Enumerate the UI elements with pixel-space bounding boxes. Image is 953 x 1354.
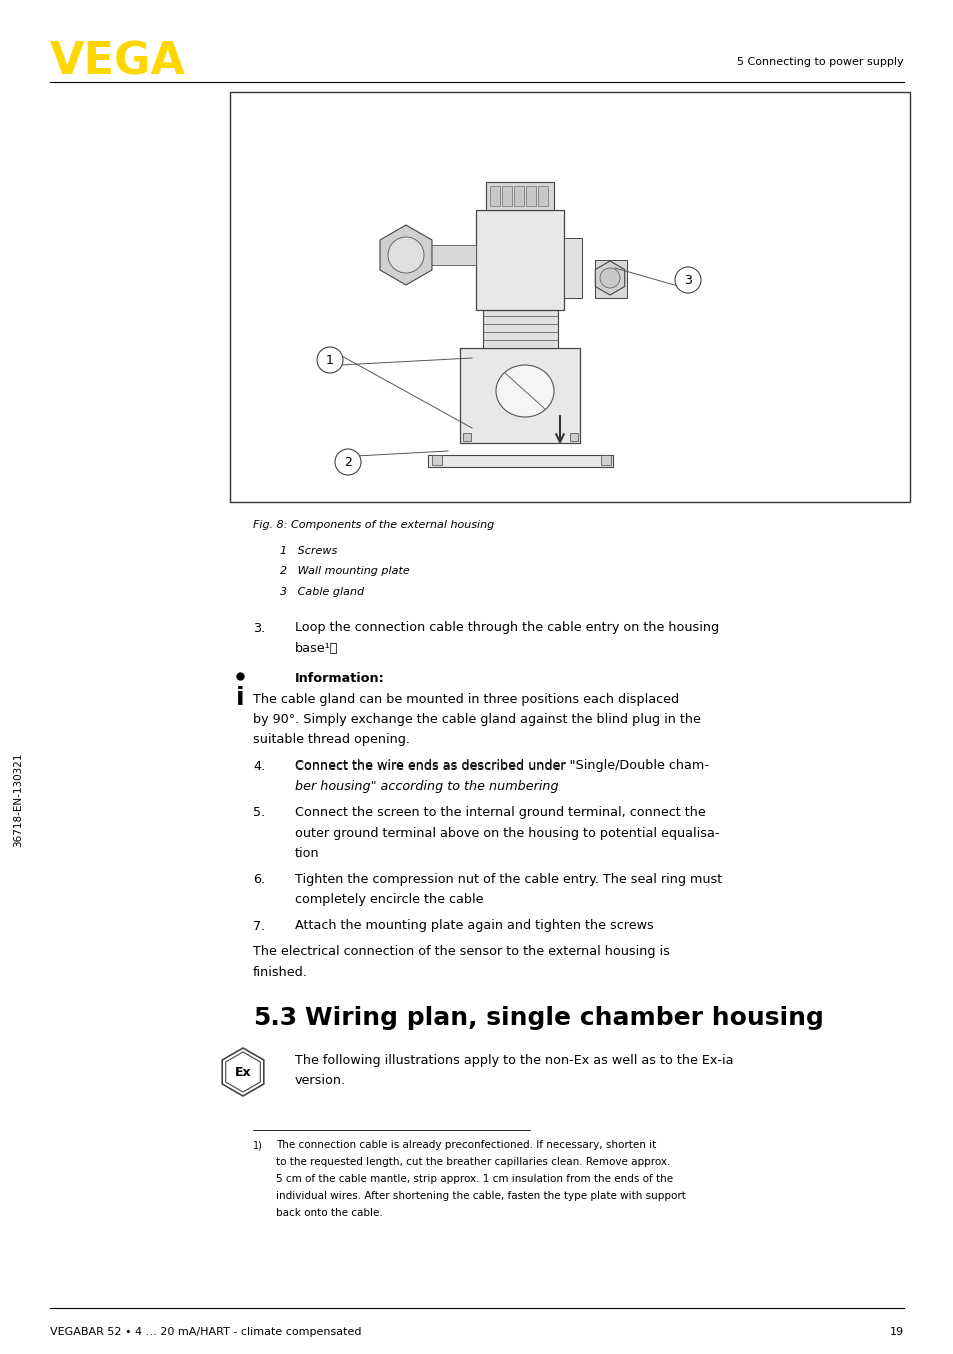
Text: 5.: 5. [253, 806, 265, 819]
Circle shape [675, 267, 700, 292]
Text: Fig. 8: Components of the external housing: Fig. 8: Components of the external housi… [253, 520, 494, 529]
Bar [459, 348, 579, 443]
Bar [514, 185, 523, 206]
Text: The connection cable is already preconfectioned. If necessary, shorten it: The connection cable is already preconfe… [275, 1140, 656, 1150]
Bar [428, 455, 613, 467]
Text: The electrical connection of the sensor to the external housing is: The electrical connection of the sensor … [253, 945, 669, 959]
Bar [462, 433, 471, 441]
Text: 3.: 3. [253, 621, 265, 635]
Polygon shape [379, 225, 432, 284]
Text: Ex: Ex [234, 1066, 251, 1079]
Text: i: i [235, 686, 244, 709]
Text: 1): 1) [253, 1140, 263, 1150]
Text: The following illustrations apply to the non-Ex as well as to the Ex-ia: The following illustrations apply to the… [294, 1053, 733, 1067]
Text: base¹⧠: base¹⧠ [294, 642, 338, 655]
Text: Connect the wire ends as described under "Single/Double cham-: Connect the wire ends as described under… [294, 760, 708, 773]
Bar [482, 310, 558, 348]
Circle shape [316, 347, 343, 372]
Bar [525, 185, 536, 206]
Text: Loop the connection cable through the cable entry on the housing: Loop the connection cable through the ca… [294, 621, 719, 635]
Polygon shape [595, 261, 624, 295]
Text: 5.3: 5.3 [253, 1006, 296, 1030]
Text: 4.: 4. [253, 760, 265, 773]
Text: 1   Screws: 1 Screws [280, 546, 337, 556]
Text: 6.: 6. [253, 873, 265, 886]
Bar [569, 433, 578, 441]
Text: 36718-EN-130321: 36718-EN-130321 [13, 753, 23, 848]
Text: tion: tion [294, 848, 319, 860]
Text: back onto the cable.: back onto the cable. [275, 1208, 382, 1219]
Bar [431, 245, 476, 265]
Circle shape [335, 450, 360, 475]
Text: ber housing" according to the numbering: ber housing" according to the numbering [294, 780, 558, 793]
Text: 2   Wall mounting plate: 2 Wall mounting plate [280, 566, 410, 577]
Bar [537, 185, 547, 206]
Bar [501, 185, 512, 206]
Text: suitable thread opening.: suitable thread opening. [253, 734, 410, 746]
Text: Information:: Information: [294, 672, 384, 685]
Ellipse shape [496, 366, 554, 417]
Bar [230, 92, 909, 502]
Circle shape [599, 268, 619, 288]
Bar [476, 210, 563, 310]
Circle shape [388, 237, 423, 274]
Bar [600, 455, 610, 464]
Text: by 90°. Simply exchange the cable gland against the blind plug in the: by 90°. Simply exchange the cable gland … [253, 714, 700, 726]
Text: 3   Cable gland: 3 Cable gland [280, 588, 364, 597]
Bar [490, 185, 499, 206]
Text: 3: 3 [683, 274, 691, 287]
Text: Tighten the compression nut of the cable entry. The seal ring must: Tighten the compression nut of the cable… [294, 873, 721, 886]
Text: Attach the mounting plate again and tighten the screws: Attach the mounting plate again and tigh… [294, 919, 653, 933]
Text: 1: 1 [326, 353, 334, 367]
Text: version.: version. [294, 1075, 346, 1087]
Text: The cable gland can be mounted in three positions each displaced: The cable gland can be mounted in three … [253, 692, 679, 705]
Bar [563, 238, 581, 298]
Text: 19: 19 [889, 1327, 903, 1336]
Text: completely encircle the cable: completely encircle the cable [294, 894, 483, 906]
Text: VEGABAR 52 • 4 … 20 mA/HART - climate compensated: VEGABAR 52 • 4 … 20 mA/HART - climate co… [50, 1327, 361, 1336]
Text: outer ground terminal above on the housing to potential equalisa-: outer ground terminal above on the housi… [294, 826, 719, 839]
Bar [432, 455, 441, 464]
Text: Connect the screen to the internal ground terminal, connect the: Connect the screen to the internal groun… [294, 806, 705, 819]
Text: 7.: 7. [253, 919, 265, 933]
Text: to the requested length, cut the breather capillaries clean. Remove approx.: to the requested length, cut the breathe… [275, 1158, 670, 1167]
Bar [595, 260, 626, 298]
Text: 2: 2 [344, 455, 352, 468]
Bar [485, 181, 554, 210]
Text: 5 cm of the cable mantle, strip approx. 1 cm insulation from the ends of the: 5 cm of the cable mantle, strip approx. … [275, 1174, 673, 1183]
Text: Wiring plan, single chamber housing: Wiring plan, single chamber housing [305, 1006, 823, 1030]
Text: VEGA: VEGA [50, 41, 186, 84]
Text: individual wires. After shortening the cable, fasten the type plate with support: individual wires. After shortening the c… [275, 1192, 685, 1201]
Text: finished.: finished. [253, 965, 308, 979]
Text: 5 Connecting to power supply: 5 Connecting to power supply [737, 57, 903, 66]
Text: Connect the wire ends as described under "⁠⁠⁠⁠⁠⁠⁠⁠⁠⁠⁠⁠⁠⁠⁠⁠⁠⁠⁠⁠⁠⁠⁠⁠⁠⁠⁠⁠⁠⁠⁠⁠⁠⁠⁠⁠⁠⁠: Connect the wire ends as described under… [294, 760, 708, 773]
Text: Connect the wire ends as described under ": Connect the wire ends as described under… [294, 760, 575, 773]
